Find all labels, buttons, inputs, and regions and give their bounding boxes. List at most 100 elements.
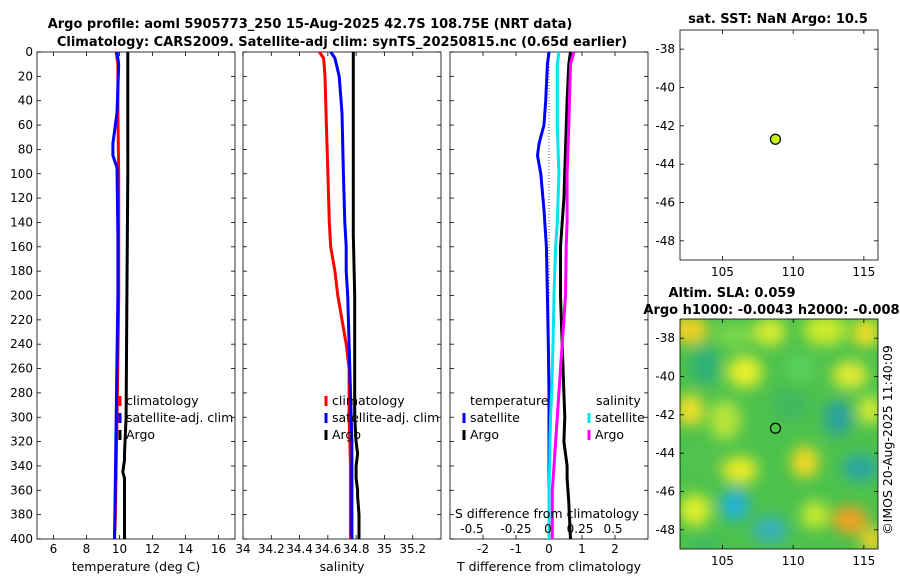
x-tick-label: 8 [83, 542, 91, 556]
legend-label: climatology [126, 393, 199, 408]
x-tick-label: 34 [235, 542, 250, 556]
figure-title-line1: Argo profile: aoml 5905773_250 15-Aug-20… [48, 17, 573, 32]
legend-title-temperature: temperature [470, 393, 549, 408]
map-y-tick-label: -42 [655, 408, 675, 422]
x-axis-label: temperature (deg C) [72, 559, 201, 574]
legend-label: Argo [126, 427, 155, 442]
map-y-tick-label: -40 [655, 370, 675, 384]
map-y-tick-label: -46 [655, 485, 675, 499]
x-tick-label: 34.2 [258, 542, 285, 556]
top-x-tick-label: 0.5 [603, 522, 622, 536]
map-y-tick-label: -40 [655, 81, 675, 95]
sla-map-frame [679, 318, 879, 550]
top-x-tick-label: 0 [544, 522, 552, 536]
y-tick-label: 340 [10, 459, 33, 473]
x-tick-label: 35 [377, 542, 392, 556]
y-tick-label: 300 [10, 410, 33, 424]
argo-location-marker [769, 422, 782, 434]
y-tick-label: 60 [18, 118, 33, 132]
legend-label: satellite-adj. clim [126, 410, 233, 425]
x-tick-label: -1 [510, 542, 522, 556]
legend-title-salinity: salinity [596, 393, 641, 408]
y-tick-label: 20 [18, 69, 33, 83]
x-tick-label: 14 [178, 542, 193, 556]
series-line-climatology [318, 51, 352, 539]
y-tick-label: 260 [10, 362, 33, 376]
map-y-tick-label: -38 [655, 331, 675, 345]
x-tick-label: 34.6 [314, 542, 341, 556]
map-y-tick-label: -46 [655, 196, 675, 210]
y-tick-label: 160 [10, 240, 33, 254]
x-tick-label: 2 [611, 542, 619, 556]
series-line-satellite-adj-clim [111, 51, 121, 540]
x-tick-label: 0 [545, 542, 553, 556]
map-y-tick-label: -42 [655, 119, 675, 133]
map-y-tick-label: -48 [655, 523, 675, 537]
map-x-tick-label: 105 [711, 265, 734, 279]
map-x-tick-label: 110 [782, 554, 805, 568]
series-line-satellite-adj-clim [329, 51, 354, 539]
y-tick-label: 100 [10, 167, 33, 181]
series-line-salinity-argo [550, 51, 576, 539]
legend-label: satellite-adj. clim [332, 410, 439, 425]
legend-label: satellite [470, 410, 520, 425]
x-tick-label: 1 [578, 542, 586, 556]
map-y-tick-label: -44 [655, 446, 675, 460]
map-y-tick-label: -48 [655, 234, 675, 248]
series-line-argo [121, 52, 130, 539]
series-line-salinity-satellite [547, 51, 561, 539]
legend-label: Argo [595, 427, 624, 442]
x-axis-label: T difference from climatology [456, 559, 642, 574]
sla-map-title-line2: Argo h1000: -0.0043 h2000: -0.0087 [643, 303, 900, 318]
temperature-panel: 0 20 40 60 80 100 120 140 160 180 200 220 240 260 280 3… [10, 45, 236, 574]
series-line-temperature-argo [559, 51, 572, 540]
sst-map-frame [679, 29, 879, 261]
top-x-tick-label: -0.5 [460, 522, 483, 536]
x-tick-label: -2 [477, 542, 489, 556]
y-tick-label: 220 [10, 313, 33, 327]
map-x-tick-label: 110 [782, 265, 805, 279]
y-tick-label: 40 [18, 94, 33, 108]
legend-label: satellite [595, 410, 645, 425]
difference-panel: -2 -1 0 1 2 T difference from climatology S di… [449, 51, 649, 574]
map-y-tick-label: -38 [655, 42, 675, 56]
y-tick-label: 80 [18, 142, 33, 156]
x-tick-label: 6 [50, 542, 58, 556]
y-tick-label: 380 [10, 508, 33, 522]
y-tick-label: 120 [10, 191, 33, 205]
sla-heatmap [680, 319, 878, 549]
y-tick-label: 200 [10, 289, 33, 303]
x-tick-label: 34.4 [286, 542, 313, 556]
y-tick-label: 180 [10, 264, 33, 278]
y-tick-label: 400 [10, 532, 33, 546]
y-tick-label: 320 [10, 435, 33, 449]
imos-watermark: ©IMOS 20-Aug-2025 11:40:09 [880, 345, 895, 535]
x-tick-label: 12 [145, 542, 160, 556]
legend-label: climatology [332, 393, 405, 408]
y-tick-label: 140 [10, 215, 33, 229]
series-line-temperature-satellite [536, 51, 551, 539]
x-axis-label-top: S difference from climatology [455, 506, 640, 521]
top-x-tick-label: 0.25 [567, 522, 594, 536]
map-x-tick-label: 115 [852, 265, 875, 279]
sla-map-axes: -38 -40 -42 -44 -46 -48 105 110 115 [655, 319, 878, 568]
y-tick-label: 360 [10, 483, 33, 497]
sla-map-title-line1: Altim. SLA: 0.059 [669, 286, 796, 301]
x-tick-label: 10 [112, 542, 127, 556]
x-tick-label: 35.2 [399, 542, 426, 556]
legend-label: Argo [332, 427, 361, 442]
map-y-tick-label: -44 [655, 157, 675, 171]
argo-location-marker [769, 133, 782, 145]
sst-map-title: sat. SST: NaN Argo: 10.5 [688, 12, 868, 27]
y-tick-label: 0 [25, 45, 33, 59]
map-x-tick-label: 105 [711, 554, 734, 568]
plot-frame [36, 51, 236, 540]
series-line-argo [351, 52, 361, 539]
legend-label: Argo [470, 427, 499, 442]
x-tick-label: 16 [211, 542, 226, 556]
x-axis-label: salinity [320, 559, 365, 574]
top-x-tick-label: -0.25 [500, 522, 531, 536]
salinity-panel: 34 34.2 34.4 34.6 34.8 35 35.2 salinity climatol… [235, 51, 442, 574]
x-tick-label: 34.8 [343, 542, 370, 556]
